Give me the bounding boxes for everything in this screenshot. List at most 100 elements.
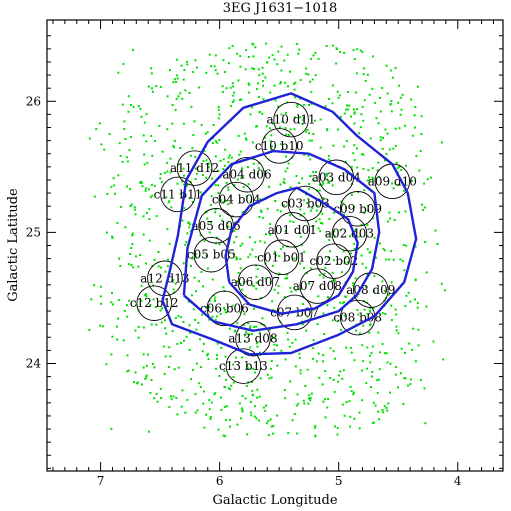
scatter-point	[395, 366, 398, 368]
scatter-point	[363, 189, 366, 192]
scatter-point	[244, 397, 247, 400]
scatter-point	[180, 180, 183, 183]
scatter-point	[345, 346, 347, 349]
scatter-point	[146, 212, 148, 214]
scatter-point	[386, 132, 389, 135]
scatter-point	[258, 74, 261, 77]
scatter-point	[297, 52, 300, 55]
scatter-point	[155, 393, 158, 395]
scatter-point	[176, 182, 179, 185]
scatter-point	[186, 398, 189, 401]
scatter-point	[182, 262, 185, 265]
scatter-point	[253, 325, 256, 328]
scatter-point	[283, 389, 286, 391]
scatter-point	[403, 269, 406, 272]
scatter-point	[175, 396, 178, 399]
scatter-point	[265, 404, 267, 407]
scatter-point	[378, 368, 381, 371]
scatter-point	[298, 232, 301, 235]
scatter-point	[93, 284, 96, 287]
scatter-point	[242, 186, 245, 188]
scatter-point	[414, 298, 416, 301]
scatter-point	[331, 102, 334, 105]
scatter-point	[111, 292, 113, 294]
scatter-point	[345, 206, 347, 209]
field-circle	[331, 215, 368, 252]
scatter-point	[130, 104, 132, 107]
scatter-point	[225, 87, 228, 90]
scatter-point	[389, 217, 392, 220]
scatter-point	[233, 230, 236, 232]
scatter-point	[208, 53, 211, 56]
scatter-point	[101, 325, 104, 328]
scatter-point	[279, 210, 282, 213]
scatter-point	[322, 197, 325, 199]
scatter-point	[385, 258, 388, 261]
scatter-point	[203, 149, 206, 152]
scatter-point	[409, 300, 412, 303]
scatter-point	[205, 176, 208, 179]
scatter-point	[264, 409, 267, 412]
scatter-point	[171, 330, 174, 333]
scatter-point	[308, 139, 311, 142]
scatter-point	[196, 409, 199, 412]
scatter-point	[210, 65, 213, 68]
scatter-point	[174, 282, 177, 285]
scatter-point	[423, 206, 426, 209]
scatter-point	[164, 355, 167, 358]
scatter-point	[315, 220, 318, 223]
scatter-point	[269, 418, 272, 421]
scatter-point	[218, 113, 221, 116]
scatter-point	[359, 49, 362, 52]
scatter-point	[385, 152, 388, 155]
scatter-point	[265, 42, 268, 45]
scatter-point	[256, 345, 259, 348]
scatter-point	[130, 247, 133, 249]
scatter-point	[125, 156, 128, 159]
scatter-point	[284, 397, 287, 400]
scatter-point	[168, 406, 171, 409]
scatter-point	[190, 105, 193, 108]
scatter-point	[348, 104, 351, 107]
scatter-point	[286, 167, 289, 170]
scatter-point	[392, 187, 395, 190]
field-circle	[218, 181, 255, 218]
field-circle	[273, 101, 309, 138]
scatter-point	[142, 326, 145, 329]
scatter-point	[145, 374, 148, 377]
scatter-point	[236, 280, 239, 283]
scatter-point	[377, 161, 380, 164]
scatter-point	[358, 235, 361, 238]
scatter-point	[296, 393, 299, 396]
scatter-point	[181, 97, 184, 100]
scatter-point	[381, 409, 384, 411]
scatter-point	[303, 250, 306, 253]
scatter-point	[220, 347, 223, 349]
scatter-point	[272, 432, 275, 435]
scatter-point	[366, 248, 369, 251]
scatter-point	[229, 388, 232, 391]
scatter-point	[122, 62, 125, 65]
scatter-point	[312, 54, 315, 57]
scatter-point	[394, 373, 397, 376]
scatter-point	[291, 341, 294, 344]
x-axis-label: Galactic Longitude	[212, 493, 337, 508]
scatter-point	[131, 232, 134, 235]
scatter-point	[342, 250, 345, 253]
scatter-point	[362, 119, 365, 122]
scatter-point	[379, 139, 382, 142]
scatter-point	[232, 381, 235, 384]
scatter-point	[384, 128, 387, 131]
scatter-point	[228, 47, 231, 50]
scatter-point	[218, 214, 221, 217]
scatter-point	[245, 138, 248, 141]
scatter-point	[216, 72, 219, 75]
scatter-point	[189, 230, 192, 233]
scatter-point	[403, 124, 406, 127]
scatter-point	[362, 324, 365, 327]
scatter-point	[385, 64, 388, 67]
scatter-point	[151, 87, 153, 90]
scatter-point	[355, 72, 358, 75]
scatter-point	[354, 277, 357, 280]
